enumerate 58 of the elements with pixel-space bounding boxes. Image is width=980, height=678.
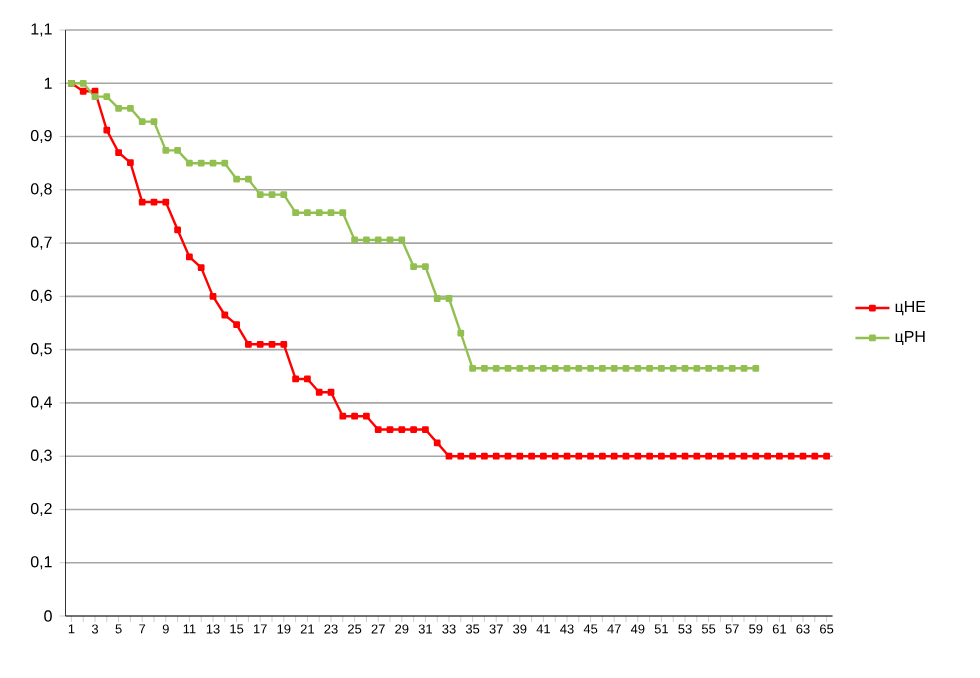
point — [256, 191, 264, 198]
point — [481, 364, 488, 372]
point — [186, 159, 193, 167]
point — [127, 104, 134, 112]
point — [646, 364, 653, 372]
point — [162, 147, 170, 154]
point — [610, 364, 618, 372]
point — [563, 364, 571, 372]
point — [504, 364, 512, 372]
point — [551, 364, 559, 372]
point — [433, 295, 441, 302]
point — [410, 263, 417, 270]
point — [363, 236, 370, 244]
point — [197, 159, 205, 167]
point — [634, 364, 642, 372]
point — [728, 364, 736, 372]
point — [327, 209, 335, 217]
point — [374, 236, 382, 244]
point — [386, 236, 394, 244]
point — [150, 118, 158, 126]
point — [292, 209, 299, 217]
point — [587, 364, 594, 372]
point — [669, 364, 677, 372]
point — [103, 93, 111, 100]
point — [469, 364, 476, 372]
point — [315, 209, 323, 217]
point — [422, 263, 429, 270]
point — [91, 93, 99, 100]
point — [457, 329, 465, 337]
point — [79, 79, 87, 87]
point — [740, 364, 748, 372]
point — [516, 364, 524, 372]
point — [174, 147, 181, 154]
point — [398, 236, 406, 244]
point — [717, 364, 724, 372]
point — [209, 159, 217, 167]
point — [339, 209, 347, 217]
point — [622, 364, 630, 372]
point — [351, 236, 358, 244]
point — [752, 364, 760, 372]
point — [705, 364, 712, 372]
point — [528, 364, 535, 372]
point — [575, 364, 583, 372]
point — [280, 191, 288, 198]
point — [221, 159, 229, 167]
point — [245, 175, 252, 183]
point — [115, 104, 122, 112]
point — [138, 118, 146, 126]
point — [681, 364, 689, 372]
point — [658, 364, 665, 372]
point — [693, 364, 701, 372]
point — [445, 295, 453, 302]
point — [492, 364, 500, 372]
point — [268, 191, 276, 198]
point — [540, 364, 547, 372]
point — [304, 209, 311, 217]
point — [233, 175, 240, 183]
point — [599, 364, 606, 372]
